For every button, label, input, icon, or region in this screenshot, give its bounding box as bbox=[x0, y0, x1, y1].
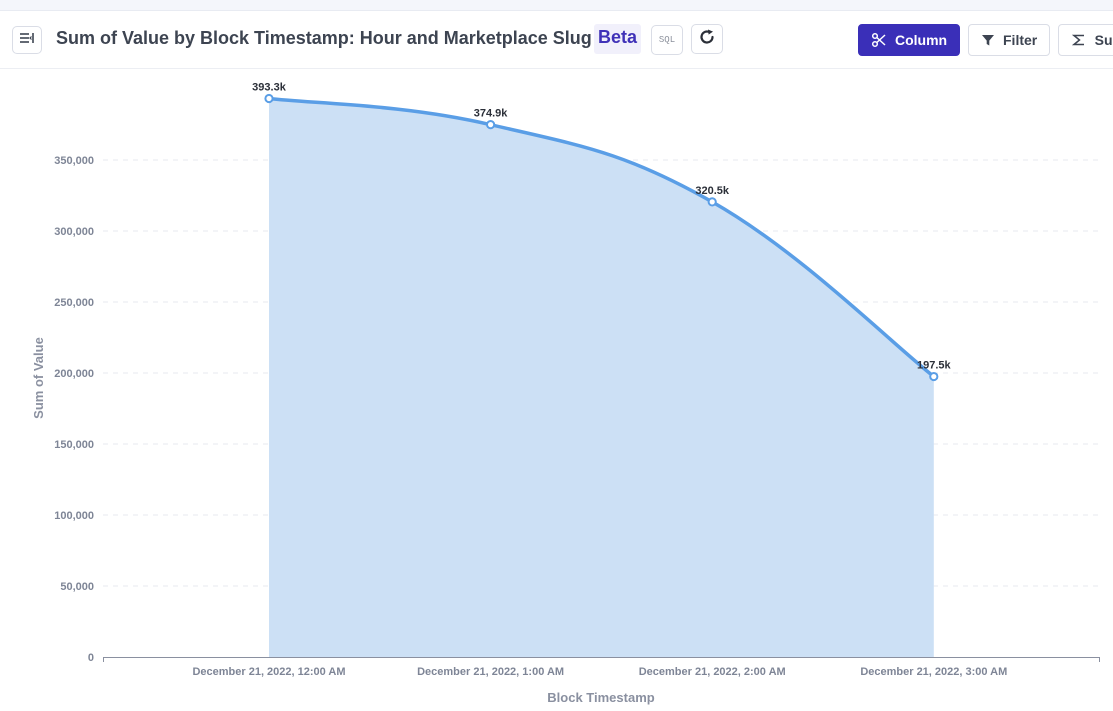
y-axis-label: Sum of Value bbox=[31, 337, 46, 419]
filter-button-label: Filter bbox=[1003, 32, 1038, 48]
data-label: 393.3k bbox=[252, 82, 287, 94]
column-button-label: Column bbox=[895, 32, 948, 48]
y-tick-label: 300,000 bbox=[54, 226, 94, 238]
top-strip bbox=[0, 0, 1113, 11]
funnel-icon bbox=[981, 32, 995, 48]
sql-button[interactable]: SQL bbox=[651, 25, 683, 55]
sidebar-toggle-icon bbox=[19, 31, 35, 50]
data-label: 374.9k bbox=[474, 108, 509, 120]
y-tick-label: 150,000 bbox=[54, 439, 94, 451]
y-tick-label: 50,000 bbox=[60, 581, 94, 593]
refresh-button[interactable] bbox=[691, 24, 723, 54]
y-tick-label: 250,000 bbox=[54, 297, 94, 309]
sql-label: SQL bbox=[658, 35, 676, 45]
sidebar-toggle-button[interactable] bbox=[12, 26, 42, 54]
summarize-button-label: Sum bbox=[1094, 32, 1113, 48]
data-point[interactable] bbox=[486, 120, 496, 130]
x-tick-label: December 21, 2022, 2:00 AM bbox=[639, 666, 786, 678]
series-area bbox=[269, 98, 934, 658]
scissors-icon bbox=[871, 32, 887, 48]
x-tick-label: December 21, 2022, 3:00 AM bbox=[860, 666, 1007, 678]
summarize-button[interactable]: Sum bbox=[1058, 24, 1113, 56]
page-title: Sum of Value by Block Timestamp: Hour an… bbox=[56, 28, 592, 48]
data-label: 320.5k bbox=[695, 185, 730, 197]
data-point[interactable] bbox=[707, 197, 717, 207]
y-tick-label: 350,000 bbox=[54, 155, 94, 167]
x-tick-label: December 21, 2022, 12:00 AM bbox=[192, 666, 345, 678]
area-chart: 0 50,000 100,000 150,000 200,000 250,000 300,0… bbox=[31, 82, 1100, 705]
series-line bbox=[267, 96, 936, 379]
y-tick-label: 100,000 bbox=[54, 510, 94, 522]
data-point[interactable] bbox=[929, 371, 939, 382]
beta-badge: Beta bbox=[594, 24, 642, 54]
y-tick-label: 200,000 bbox=[54, 368, 94, 380]
filter-button[interactable]: Filter bbox=[968, 24, 1050, 56]
data-point[interactable] bbox=[264, 93, 274, 104]
x-tick-label: December 21, 2022, 1:00 AM bbox=[417, 666, 564, 678]
y-tick-label: 0 bbox=[88, 652, 94, 664]
refresh-icon bbox=[698, 28, 716, 51]
question-header: Sum of Value by Block Timestamp: Hour an… bbox=[0, 11, 1113, 69]
x-axis-label: Block Timestamp bbox=[547, 690, 654, 705]
sigma-icon bbox=[1071, 32, 1087, 48]
column-button[interactable]: Column bbox=[858, 24, 960, 56]
data-label: 197.5k bbox=[917, 360, 952, 372]
